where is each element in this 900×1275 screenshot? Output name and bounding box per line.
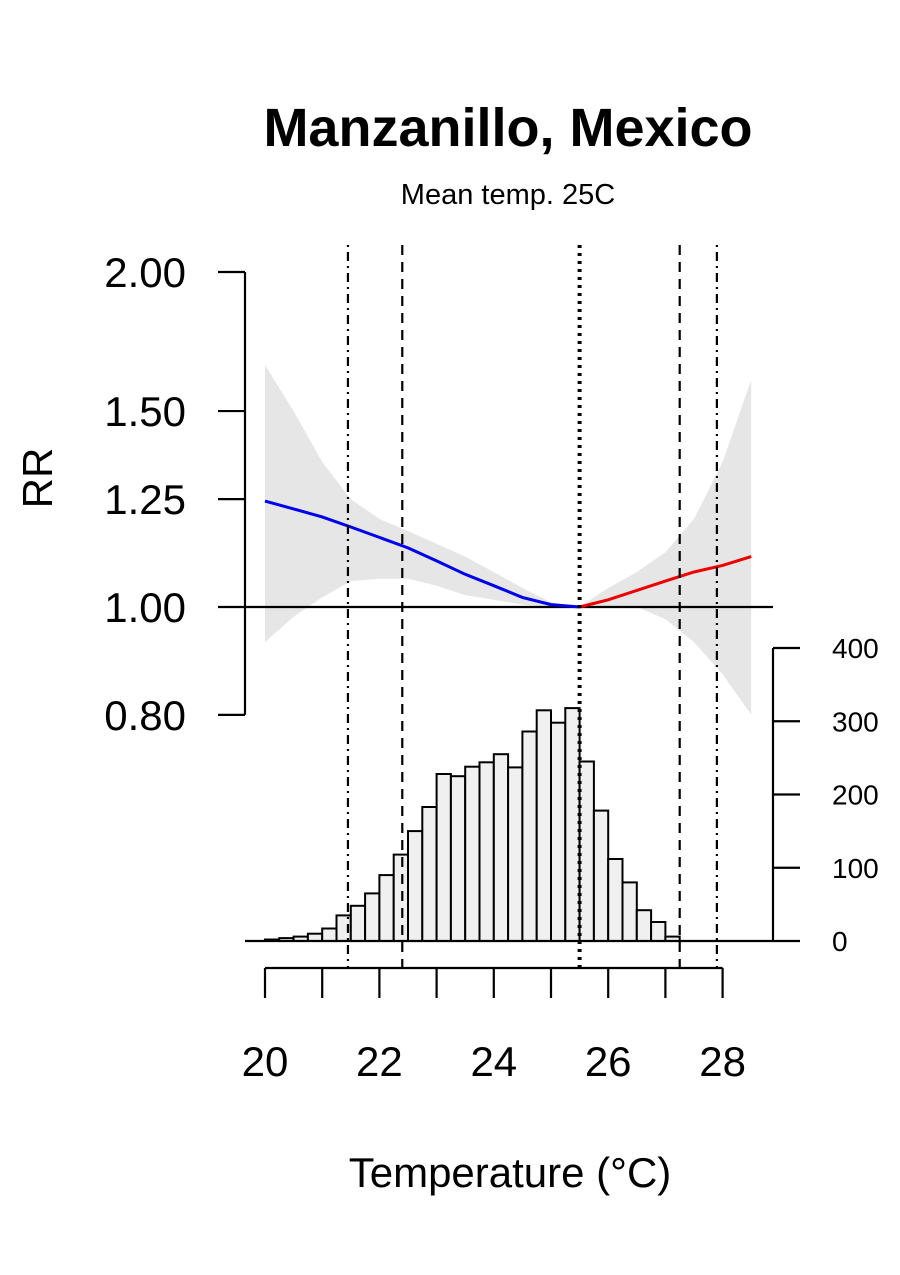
x-axis-label: Temperature (°C)	[349, 1149, 672, 1196]
count-tick-label: 0	[832, 926, 848, 957]
histogram-bar	[435, 773, 452, 942]
x-tick-label: 26	[585, 1038, 632, 1085]
histogram-bar	[349, 904, 367, 942]
count-tick-label: 300	[832, 706, 879, 737]
heat-rr-curve	[579, 555, 752, 609]
x-tick-label: 24	[470, 1038, 517, 1085]
histogram-bar	[392, 853, 410, 942]
histogram-bar	[378, 874, 395, 942]
histogram-bar	[449, 775, 467, 943]
y-axis-label: RR	[14, 448, 61, 509]
histogram-bar	[621, 881, 638, 943]
y-tick-label: 1.50	[104, 388, 186, 435]
x-tick-label: 22	[356, 1038, 403, 1085]
histogram-bar	[492, 753, 510, 943]
count-tick-label: 100	[832, 853, 879, 884]
count-tick-label: 400	[832, 633, 879, 664]
histogram-bar	[535, 709, 553, 942]
histogram-bar	[550, 721, 567, 943]
histogram-bar	[364, 892, 381, 943]
cold-rr-curve	[264, 499, 580, 609]
histogram-bar	[564, 707, 581, 942]
confidence-band	[265, 365, 752, 715]
histogram-bar	[507, 766, 524, 943]
histogram-bar	[607, 858, 624, 942]
histogram-bar	[464, 765, 481, 943]
y-tick-label: 2.00	[104, 249, 186, 296]
chart-title: Manzanillo, Mexico	[263, 98, 752, 158]
histogram-bar	[478, 761, 495, 942]
histogram-bar	[578, 760, 595, 942]
x-tick-label: 20	[242, 1038, 289, 1085]
histogram-bar	[421, 806, 438, 942]
histogram-bar	[650, 921, 667, 942]
histogram-bar	[321, 927, 338, 942]
confidence-band-layer	[265, 365, 752, 715]
histogram-bar	[635, 909, 653, 943]
chart-subtitle: Mean temp. 25C	[401, 179, 615, 211]
histogram-bar	[407, 830, 424, 942]
histogram-bar	[592, 809, 610, 942]
histogram-bar	[521, 730, 538, 942]
axes-layer: 0.80 1.00 1.25 1.50 2.00 0 100 200 300 400 20 22 24 2…	[104, 249, 878, 1085]
reference-lines-layer	[346, 245, 718, 968]
histogram-layer	[264, 707, 681, 943]
y-tick-label: 1.00	[104, 584, 186, 631]
y-tick-label: 0.80	[104, 692, 186, 739]
count-tick-label: 200	[832, 780, 879, 811]
x-tick-label: 28	[699, 1038, 746, 1085]
y-tick-label: 1.25	[104, 476, 186, 523]
rr-curve-layer	[245, 499, 773, 609]
